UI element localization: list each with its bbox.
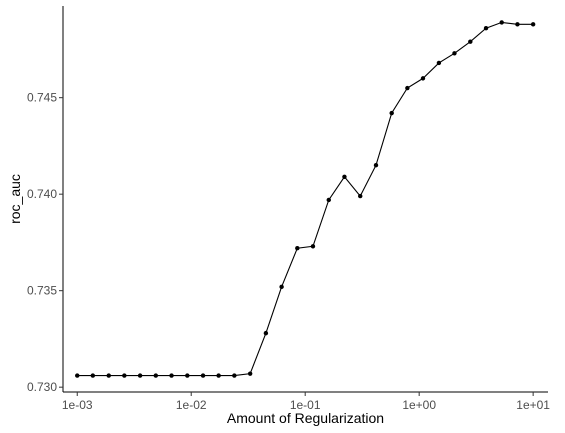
data-point [263, 330, 269, 336]
x-tick-label: 1e+01 [516, 398, 550, 412]
y-tick-label: 0.735 [27, 284, 57, 298]
data-point [530, 22, 536, 27]
data-point [200, 373, 206, 378]
data-point [90, 373, 96, 378]
axes [62, 6, 548, 393]
data-point [420, 76, 426, 81]
data-point [452, 51, 457, 56]
data-point [232, 373, 237, 378]
data-point [483, 25, 489, 31]
data-point [405, 85, 410, 91]
data-point [515, 22, 520, 27]
x-tick-label: 1e-02 [176, 398, 207, 412]
tick-labels: 1e-03 1e-02 1e-01 1e+00 1e+01 0.730 0.735 0.740… [27, 91, 550, 412]
x-tick-label: 1e+00 [402, 398, 436, 412]
data-point [326, 197, 331, 203]
data-point [279, 284, 284, 290]
data-point [247, 371, 253, 376]
data-point [373, 163, 379, 168]
data-point [75, 373, 80, 378]
y-tick-label: 0.740 [27, 187, 57, 201]
x-tick-label: 1e-01 [290, 398, 321, 412]
data-point [185, 373, 190, 378]
series-line [77, 21, 534, 377]
data-series [75, 20, 536, 378]
data-point [436, 60, 442, 66]
x-tick-label: 1e-03 [62, 398, 93, 412]
data-point [153, 373, 159, 378]
data-point [389, 110, 394, 116]
data-point [106, 373, 111, 378]
data-point [499, 20, 504, 25]
data-point [342, 174, 347, 180]
data-point [122, 373, 127, 378]
data-point [310, 244, 316, 249]
y-axis-title: roc_auc [7, 174, 23, 224]
data-point [169, 373, 174, 378]
data-point [216, 373, 221, 378]
data-point [468, 39, 473, 44]
data-point [295, 246, 300, 251]
data-point [358, 193, 363, 199]
y-tick-label: 0.745 [27, 91, 57, 105]
tick-marks [59, 97, 534, 396]
data-point [137, 373, 143, 378]
x-axis-title: Amount of Regularization [227, 410, 384, 426]
y-tick-label: 0.730 [27, 380, 57, 394]
